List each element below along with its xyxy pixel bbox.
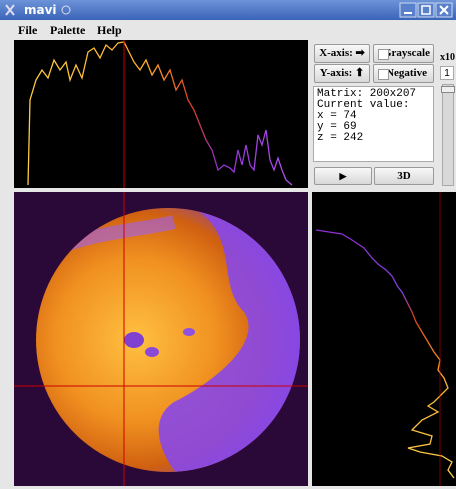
title-bar: mavi [0,0,456,20]
menu-item[interactable]: File [18,23,37,38]
sticky-icon [62,6,70,14]
zoom-field[interactable]: 1 [440,66,454,80]
info-panel: Matrix: 200x207 Current value: x = 74 y … [313,86,434,162]
window-title: mavi [24,3,57,17]
minimize-button[interactable] [400,3,416,17]
y-axis-button[interactable]: Y-axis: ⬆ [314,64,370,83]
zoom-label: x10 [440,52,455,63]
grayscale-checkbox[interactable] [378,49,389,60]
menu-item[interactable]: Help [97,23,122,38]
menu-bar: File Palette Help [0,20,456,38]
menu-item[interactable]: Palette [50,23,85,38]
info-line: z = 242 [317,133,430,144]
play-button[interactable]: ▶ [314,167,372,185]
title-icons [0,0,456,20]
plot-background [14,40,308,188]
slider-handle[interactable] [441,86,455,93]
plot-background [312,192,456,486]
maximize-button[interactable] [418,3,434,17]
window: mavi File Palette Help [0,0,456,489]
3d-button[interactable]: 3D [374,167,434,185]
zoom-slider[interactable] [442,84,454,186]
image-view [14,192,308,486]
x-axis-button[interactable]: X-axis: ➡ [314,44,370,63]
y-profile-plot [312,192,456,486]
x-profile-plot [14,40,308,188]
app-icon [6,5,14,15]
negative-checkbox[interactable] [378,69,389,80]
